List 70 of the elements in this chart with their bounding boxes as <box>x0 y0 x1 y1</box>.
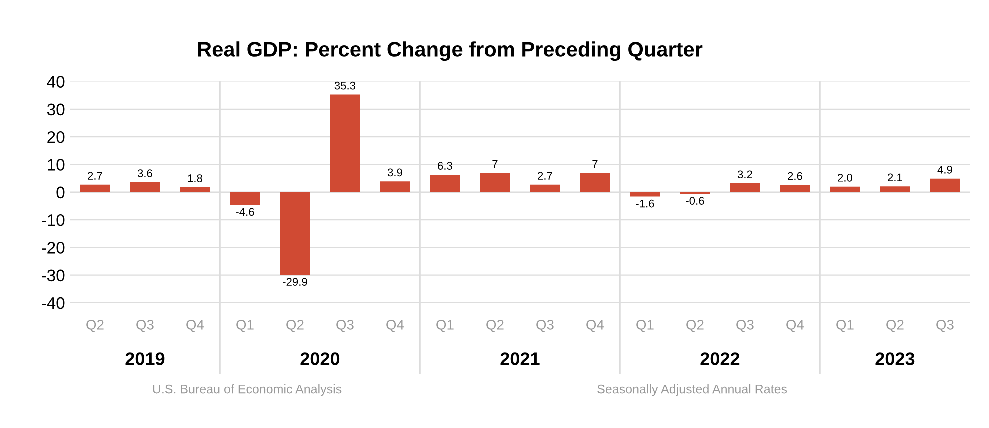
y-tick-label: 20 <box>48 131 65 144</box>
x-tick-label: Q1 <box>236 320 254 332</box>
bar <box>780 185 810 192</box>
bar <box>880 186 910 192</box>
data-label: 2.0 <box>838 174 852 182</box>
text: 2020 <box>300 352 340 366</box>
x-tick-label: Q4 <box>186 320 204 332</box>
bar <box>430 174 460 192</box>
text: 2019 <box>126 352 165 366</box>
data-label: 6.3 <box>438 162 452 170</box>
text: Seasonally Adjusted Annual Rates <box>598 384 788 396</box>
x-tick-label: Q3 <box>336 320 354 332</box>
data-label: -1.6 <box>636 200 654 208</box>
bar <box>180 187 210 192</box>
data-label: 7 <box>492 160 498 168</box>
y-tick-label: 40 <box>47 76 65 88</box>
x-tick-label: Q3 <box>736 320 754 332</box>
data-label: 3.2 <box>738 170 752 179</box>
x-tick-label: Q4 <box>586 320 604 332</box>
data-label: 35.3 <box>334 82 356 90</box>
bar <box>630 192 660 197</box>
y-tick-label: -10 <box>42 214 65 226</box>
data-label: 2.6 <box>788 172 802 180</box>
x-tick-label: Q2 <box>486 320 504 332</box>
data-label: 4.9 <box>938 166 952 174</box>
data-label: 2.7 <box>88 172 102 180</box>
bar <box>230 192 260 206</box>
data-label: 2.1 <box>888 174 902 182</box>
bar <box>580 173 610 192</box>
data-label: 3.9 <box>388 168 402 177</box>
y-tick-label: 10 <box>48 159 65 171</box>
y-tick-label: -20 <box>42 242 65 254</box>
x-tick-label: Q1 <box>436 320 454 332</box>
y-tick-label: -30 <box>42 270 65 282</box>
data-label: -0.6 <box>686 197 704 205</box>
x-tick-label: Q2 <box>886 320 904 332</box>
x-tick-label: Q3 <box>936 320 954 332</box>
bar <box>730 184 760 192</box>
y-tick-label: 0 <box>56 186 65 199</box>
text: 2022 <box>700 352 740 366</box>
x-tick-label: Q2 <box>686 320 704 332</box>
bar <box>380 182 410 192</box>
bar <box>330 94 360 192</box>
data-label: 2.7 <box>538 172 552 180</box>
text: U.S. Bureau of Economic Analysis <box>153 384 342 396</box>
y-tick-label: -40 <box>42 297 65 310</box>
x-tick-label: Q2 <box>86 320 104 332</box>
data-label: -4.6 <box>236 208 254 216</box>
bar <box>130 182 160 192</box>
text: 2021 <box>500 352 540 366</box>
bar <box>480 173 510 192</box>
bar <box>930 178 960 192</box>
chart-title: Real GDP: Percent Change from Preceding Quarter <box>198 42 703 62</box>
bar <box>80 184 110 192</box>
bar <box>280 192 310 276</box>
text: 2023 <box>876 352 915 366</box>
data-label: 3.6 <box>138 170 152 178</box>
x-tick-label: Q3 <box>536 320 554 332</box>
data-label: 1.8 <box>188 174 202 182</box>
x-tick-label: Q4 <box>386 320 404 332</box>
data-label: -29.9 <box>283 278 308 286</box>
bar <box>830 186 860 192</box>
x-tick-label: Q1 <box>836 320 854 332</box>
x-tick-label: Q1 <box>636 320 654 332</box>
bar <box>530 184 560 192</box>
x-tick-label: Q3 <box>136 320 154 332</box>
data-label: 7 <box>592 160 598 168</box>
y-tick-label: 30 <box>47 104 65 116</box>
x-tick-label: Q2 <box>286 320 304 332</box>
x-tick-label: Q4 <box>786 320 804 332</box>
